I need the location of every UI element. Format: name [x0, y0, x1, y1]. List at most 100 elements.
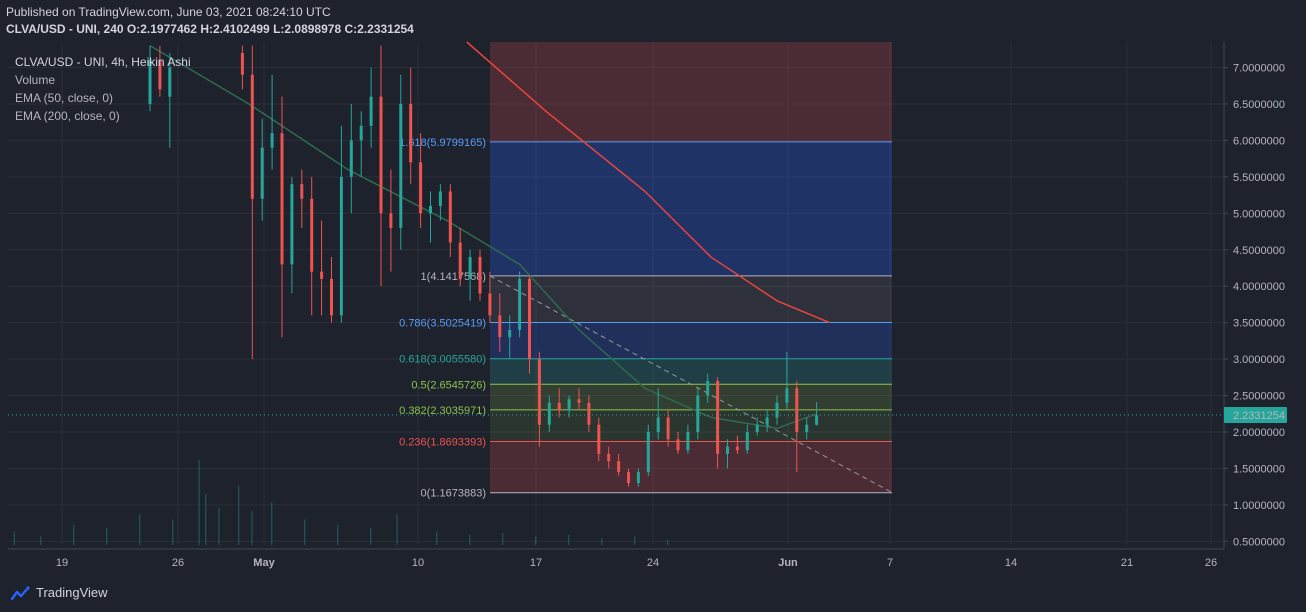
- candle-body[interactable]: [696, 395, 700, 433]
- candle-body[interactable]: [468, 257, 472, 279]
- y-tick-label: 2.0000000: [1233, 427, 1285, 439]
- tradingview-brand[interactable]: TradingView: [10, 585, 108, 600]
- candle-body[interactable]: [646, 432, 650, 473]
- trend-line[interactable]: [489, 275, 893, 493]
- candle-body[interactable]: [765, 417, 769, 425]
- candle-body[interactable]: [339, 176, 343, 316]
- volume-bar: [198, 460, 200, 545]
- fib-level-label: 0.618(3.0055580): [399, 354, 486, 366]
- fib-zone: [490, 322, 892, 359]
- candle-body[interactable]: [369, 96, 373, 126]
- candle-body[interactable]: [250, 74, 254, 199]
- volume-bar: [139, 514, 141, 545]
- candle-body[interactable]: [310, 198, 314, 272]
- candle-body[interactable]: [805, 424, 809, 433]
- ohlc-high: H:2.4102499: [200, 22, 270, 36]
- candle-body[interactable]: [716, 380, 720, 454]
- candle-body[interactable]: [409, 103, 413, 163]
- candle-body[interactable]: [300, 184, 304, 199]
- volume-bar: [106, 528, 108, 545]
- candle-body[interactable]: [158, 60, 162, 90]
- candle-body[interactable]: [270, 133, 274, 148]
- candle-body[interactable]: [745, 432, 749, 451]
- ohlc-open: O:2.1977462: [126, 22, 197, 36]
- candle-body[interactable]: [240, 52, 244, 75]
- volume-bar: [396, 514, 398, 545]
- candle-body[interactable]: [399, 103, 403, 228]
- legend-volume[interactable]: Volume: [15, 73, 56, 87]
- volume-bar: [337, 524, 339, 545]
- legend-ema50[interactable]: EMA (50, close, 0): [15, 91, 114, 105]
- candle-body[interactable]: [577, 399, 581, 403]
- x-tick-label: 26: [172, 557, 184, 569]
- candle-body[interactable]: [726, 446, 729, 454]
- candle-body[interactable]: [775, 402, 779, 418]
- candle-body[interactable]: [448, 191, 452, 243]
- y-tick-label: 7.0000000: [1233, 63, 1285, 75]
- legend-ema200[interactable]: EMA (200, close, 0): [15, 109, 120, 123]
- candle-body[interactable]: [330, 278, 333, 316]
- candle-body[interactable]: [706, 380, 710, 396]
- candle-body[interactable]: [260, 147, 264, 199]
- candle-body[interactable]: [686, 432, 690, 451]
- candle-body[interactable]: [607, 453, 611, 462]
- fib-level-label: 0.382(2.3035971): [399, 405, 486, 417]
- ohlc-close: C:2.2331254: [344, 22, 414, 36]
- volume-bar: [304, 519, 306, 545]
- candle-body[interactable]: [815, 415, 819, 425]
- candle-body[interactable]: [518, 278, 522, 330]
- candle-body[interactable]: [438, 191, 442, 207]
- ema200-line[interactable]: [466, 41, 831, 324]
- candle-body[interactable]: [478, 257, 482, 294]
- x-tick-label: 19: [56, 557, 68, 569]
- candle-body[interactable]: [290, 184, 294, 265]
- candle-body[interactable]: [785, 388, 789, 403]
- y-tick-label: 1.5000000: [1233, 463, 1285, 475]
- x-tick-label: 14: [1005, 557, 1017, 569]
- candle-body[interactable]: [498, 315, 502, 338]
- candle-body[interactable]: [735, 446, 739, 451]
- candle-body[interactable]: [666, 417, 670, 440]
- candle-body[interactable]: [537, 359, 541, 425]
- volume-bar: [535, 536, 537, 545]
- y-tick-label: 3.5000000: [1233, 318, 1285, 330]
- candle-body[interactable]: [597, 424, 601, 454]
- price-axis-bg: [1226, 42, 1306, 549]
- ema50-line[interactable]: [149, 44, 817, 430]
- candle-body[interactable]: [617, 461, 621, 473]
- fib-zone: [490, 358, 892, 385]
- candle-body[interactable]: [508, 329, 512, 338]
- candle-body[interactable]: [567, 399, 571, 411]
- candle-body[interactable]: [636, 472, 640, 484]
- candle-body[interactable]: [627, 472, 630, 484]
- candle-body[interactable]: [528, 278, 531, 360]
- candle-body[interactable]: [587, 402, 591, 425]
- candle-body[interactable]: [148, 60, 152, 104]
- candle-body[interactable]: [359, 125, 363, 141]
- x-tick-label: 7: [887, 557, 893, 569]
- candle-body[interactable]: [547, 402, 551, 425]
- candle-body[interactable]: [168, 67, 172, 97]
- volume-bar: [205, 494, 207, 545]
- volume-bar: [370, 528, 372, 545]
- candle-body[interactable]: [488, 293, 492, 316]
- candle-body[interactable]: [320, 271, 324, 279]
- candle-body[interactable]: [389, 213, 393, 228]
- candle-body[interactable]: [458, 242, 462, 279]
- volume-bar: [469, 534, 471, 545]
- candle-body[interactable]: [349, 140, 353, 177]
- volume-bar: [568, 534, 570, 545]
- fib-zone: [490, 141, 892, 276]
- candle-body[interactable]: [429, 206, 432, 214]
- candle-body[interactable]: [795, 388, 799, 433]
- candle-body[interactable]: [419, 162, 423, 214]
- candle-body[interactable]: [755, 424, 759, 433]
- candle-body[interactable]: [280, 133, 284, 265]
- candle-body[interactable]: [676, 439, 680, 451]
- volume-bar: [73, 524, 75, 545]
- candle-body[interactable]: [557, 402, 561, 411]
- candle-body[interactable]: [379, 96, 383, 214]
- y-tick-label: 5.5000000: [1233, 172, 1285, 184]
- candle-body[interactable]: [656, 417, 660, 433]
